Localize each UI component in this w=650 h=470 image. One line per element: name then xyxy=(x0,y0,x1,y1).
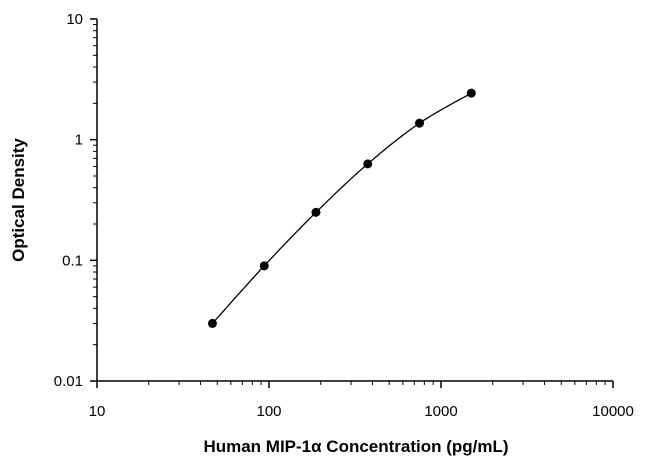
y-tick-label: 1 xyxy=(75,132,83,149)
y-axis-title: Optical Density xyxy=(9,138,28,262)
major-ticks xyxy=(90,18,614,388)
data-point xyxy=(466,88,476,98)
minor-ticks xyxy=(93,24,606,385)
x-tick-label: 100 xyxy=(256,403,281,420)
data-point xyxy=(207,318,217,328)
data-points xyxy=(207,88,476,328)
y-tick-label: 10 xyxy=(66,11,83,28)
y-tick-labels: 0.01 0.1 1 10 xyxy=(54,11,83,390)
x-tick-label: 1000 xyxy=(424,403,457,420)
x-tick-labels: 10 100 1000 10000 xyxy=(89,403,634,420)
data-point xyxy=(363,159,373,169)
y-tick-label: 0.01 xyxy=(54,373,83,390)
y-tick-label: 0.1 xyxy=(62,252,83,269)
data-point xyxy=(415,118,425,128)
data-point xyxy=(311,207,321,217)
x-tick-label: 10 xyxy=(89,403,106,420)
fit-curve xyxy=(211,92,472,324)
x-axis-title: Human MIP-1α Concentration (pg/mL) xyxy=(203,437,508,456)
x-tick-label: 10000 xyxy=(592,403,634,420)
data-point xyxy=(259,261,269,271)
